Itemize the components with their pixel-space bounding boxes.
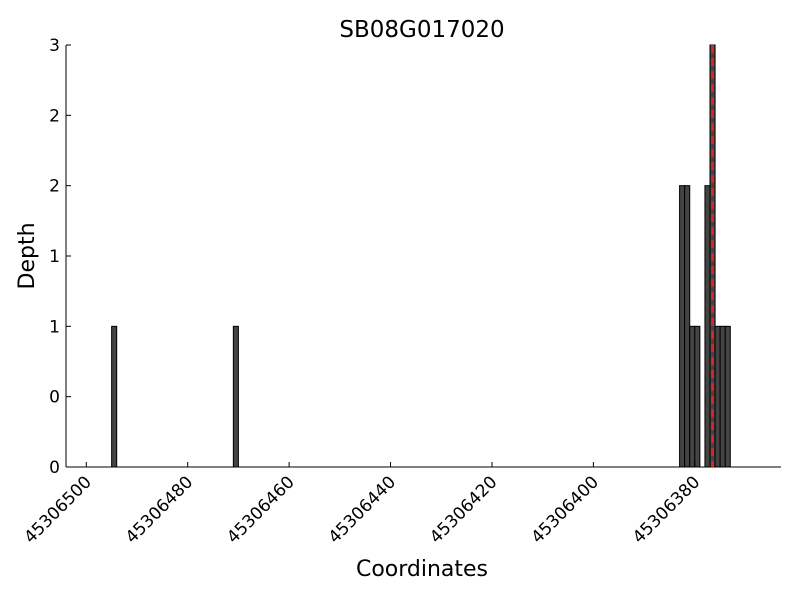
x-tick-label: 45306440 (325, 472, 400, 547)
bar (679, 185, 686, 468)
bar (111, 325, 118, 468)
bar (724, 325, 731, 468)
x-tick-label: 45306420 (426, 472, 501, 547)
y-tick-label: 0 (49, 458, 60, 478)
y-tick-label: 1 (49, 317, 60, 337)
bar (704, 185, 711, 468)
bar (684, 185, 691, 468)
y-axis-label: Depth (15, 222, 40, 289)
x-tick-label: 45306460 (223, 472, 298, 547)
y-tick-label: 0 (49, 388, 60, 408)
bar (689, 325, 696, 468)
x-axis-label: Coordinates (356, 557, 488, 582)
y-tick-label: 3 (49, 36, 60, 56)
x-tick-label: 45306400 (528, 472, 603, 547)
bar (232, 325, 239, 468)
chart-title: SB08G017020 (339, 17, 504, 43)
bar (694, 325, 701, 468)
y-tick-label: 2 (49, 106, 60, 126)
bar (714, 325, 721, 468)
bar (719, 325, 726, 468)
x-tick-label: 45306480 (122, 472, 197, 547)
y-tick-label: 2 (49, 177, 60, 197)
x-tick-label: 45306380 (629, 472, 704, 547)
x-tick-label: 45306500 (20, 472, 95, 547)
y-tick-label: 1 (49, 247, 60, 267)
